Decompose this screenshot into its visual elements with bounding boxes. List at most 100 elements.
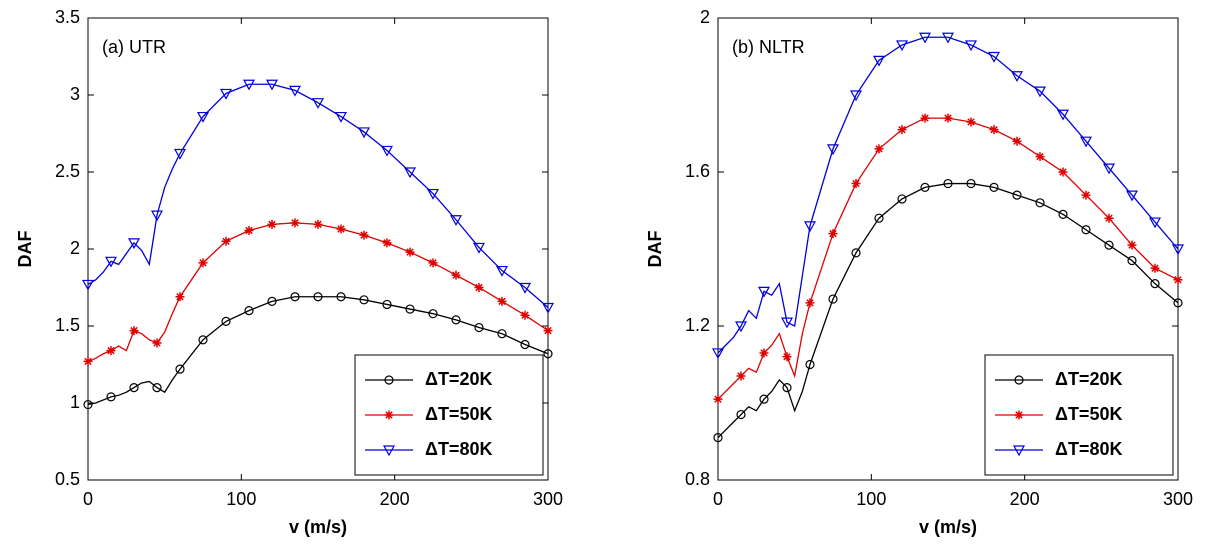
data-point <box>828 229 838 239</box>
data-point <box>357 127 371 139</box>
data-point <box>541 302 555 314</box>
data-point <box>359 295 369 305</box>
data-point <box>313 292 323 302</box>
data-point <box>106 346 116 356</box>
legend-label: ΔT=20K <box>425 369 492 389</box>
data-point <box>382 238 392 248</box>
data-point <box>196 111 210 123</box>
data-point <box>1125 190 1139 202</box>
data-point <box>1035 198 1045 208</box>
data-point <box>265 79 279 91</box>
data-point <box>851 248 861 258</box>
data-point <box>1058 167 1068 177</box>
data-point <box>759 394 769 404</box>
data-point <box>428 258 438 268</box>
data-point <box>175 364 185 374</box>
data-point <box>782 383 792 393</box>
legend-label: ΔT=80K <box>1055 439 1122 459</box>
data-point <box>895 40 909 52</box>
data-point <box>497 329 507 339</box>
data-point <box>426 188 440 200</box>
data-point <box>1173 275 1183 285</box>
data-point <box>359 230 369 240</box>
data-point <box>851 179 861 189</box>
data-point <box>403 167 417 179</box>
data-point <box>405 247 415 257</box>
series-line <box>717 36 1179 354</box>
data-point <box>941 32 955 44</box>
data-point <box>1127 255 1137 266</box>
data-point <box>520 310 530 320</box>
y-tick-label: 2 <box>70 238 80 258</box>
data-point <box>1081 190 1091 200</box>
x-tick-label: 0 <box>713 489 723 509</box>
data-point <box>152 383 162 393</box>
data-point <box>267 296 277 306</box>
x-tick-label: 200 <box>380 489 410 509</box>
data-point <box>83 399 93 410</box>
y-tick-label: 1 <box>70 392 80 412</box>
data-point <box>897 125 907 135</box>
data-point <box>518 282 532 294</box>
data-point <box>1150 279 1160 289</box>
data-point <box>757 286 771 298</box>
data-point <box>449 215 463 226</box>
data-point <box>713 394 723 404</box>
data-point <box>920 113 930 123</box>
data-point <box>966 178 976 189</box>
data-point <box>1010 71 1024 82</box>
data-point <box>1102 163 1116 175</box>
y-tick-label: 2 <box>700 7 710 27</box>
data-point <box>966 117 976 127</box>
legend-label: ΔT=50K <box>425 404 492 424</box>
data-point <box>380 145 394 157</box>
legend-marker <box>1012 445 1026 457</box>
data-point <box>989 182 999 192</box>
data-point <box>497 296 507 306</box>
data-point <box>1081 225 1091 235</box>
data-point <box>175 292 185 302</box>
data-point <box>129 383 139 393</box>
data-point <box>1148 217 1162 229</box>
data-point <box>1012 190 1022 200</box>
data-point <box>805 298 815 308</box>
data-point <box>1033 86 1047 98</box>
data-point <box>198 335 208 345</box>
data-point <box>964 40 978 52</box>
data-point <box>451 315 461 325</box>
data-point <box>242 79 256 91</box>
y-tick-label: 1.2 <box>685 315 710 335</box>
data-point <box>1012 136 1022 146</box>
data-point <box>244 306 254 316</box>
data-point <box>221 236 231 246</box>
data-point <box>1079 136 1093 148</box>
data-point <box>989 125 999 135</box>
data-point <box>1058 209 1068 219</box>
data-point <box>711 348 725 360</box>
legend-label: ΔT=80K <box>425 439 492 459</box>
data-point <box>734 321 748 333</box>
series-line <box>87 83 549 309</box>
data-point <box>520 339 530 350</box>
x-tick-label: 0 <box>83 489 93 509</box>
data-point <box>736 371 746 381</box>
data-point <box>474 283 484 292</box>
data-point <box>290 218 300 228</box>
x-tick-label: 300 <box>1163 489 1193 509</box>
data-point <box>803 221 817 233</box>
data-point <box>713 433 723 443</box>
data-point <box>874 144 884 154</box>
data-point <box>780 317 794 329</box>
data-point <box>173 148 187 160</box>
data-point <box>313 219 323 229</box>
legend-marker <box>382 445 396 457</box>
data-point <box>382 299 392 310</box>
data-point <box>897 194 907 204</box>
data-point <box>872 55 886 67</box>
x-tick-label: 100 <box>226 489 256 509</box>
data-point <box>334 111 348 123</box>
data-point <box>405 304 415 314</box>
y-tick-label: 0.8 <box>685 469 710 489</box>
y-tick-label: 3 <box>70 84 80 104</box>
data-point <box>336 292 346 302</box>
